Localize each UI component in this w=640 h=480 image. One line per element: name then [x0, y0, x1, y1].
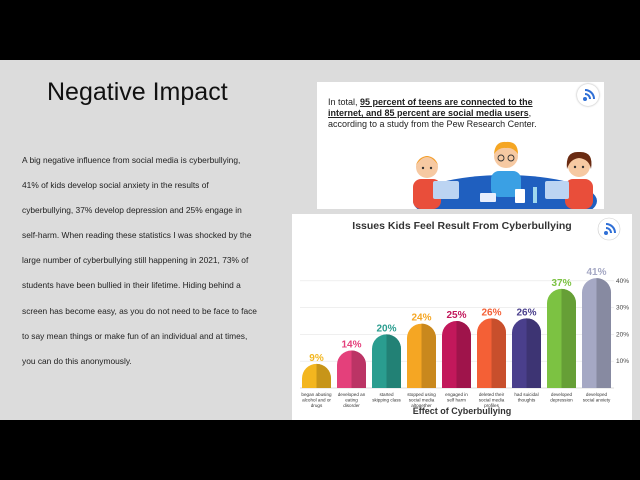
bar	[477, 318, 506, 388]
bar-category-label: stopped using social media altogether	[407, 392, 436, 408]
chart-bars	[302, 278, 611, 388]
x-axis-label: Effect of Cyberbullying	[413, 406, 512, 416]
bar-category-label: deleted their social media profiles	[479, 392, 505, 408]
bar-value-label: 9%	[309, 353, 324, 364]
kids-illustration	[413, 141, 597, 209]
bar-value-label: 37%	[551, 278, 571, 289]
bar-value-label: 14%	[341, 339, 361, 350]
bar-category-label: had suicidal thoughts	[514, 392, 538, 403]
bar-value-label: 26%	[481, 307, 501, 318]
bar	[547, 288, 576, 388]
bar-chart: Issues Kids Feel Result From Cyberbullyi…	[300, 217, 629, 416]
slide-title: Negative Impact	[47, 78, 228, 106]
bar-category-label: developed social anxiety	[583, 392, 611, 403]
bar-category-label: started skipping class	[372, 392, 401, 403]
bar	[407, 323, 436, 388]
slide-body-text: A big negative influence from social med…	[22, 155, 257, 366]
bar-value-label: 24%	[411, 313, 431, 324]
info-text-highlight: 95 percent of teens are connected to the…	[328, 97, 533, 118]
info-text-prefix: In total,	[328, 97, 361, 107]
wifi-icon	[597, 217, 621, 241]
y-tick-label: 10%	[616, 358, 629, 365]
bar	[372, 334, 401, 388]
slide: Negative Impact A big negative influence…	[0, 60, 640, 420]
info-card-text: In total, 95 percent of teens are connec…	[328, 97, 568, 130]
y-tick-label: 30%	[616, 305, 629, 312]
bar-value-label: 20%	[376, 323, 396, 334]
kid-right	[565, 151, 593, 209]
wifi-icon	[577, 84, 599, 106]
chart-category-labels: began abusing alcohol and or drugs develope…	[301, 392, 611, 408]
bar	[302, 363, 331, 388]
bar-category-label: developed an eating disorder	[338, 392, 366, 408]
bar-category-label: began abusing alcohol and or drugs	[301, 392, 332, 408]
kid-middle	[491, 141, 521, 197]
chart-card: Issues Kids Feel Result From Cyberbullyi…	[292, 214, 632, 420]
bar-value-label: 41%	[586, 267, 606, 278]
bar	[442, 321, 471, 388]
bar	[582, 278, 611, 388]
y-tick-label: 40%	[616, 278, 629, 285]
chart-y-ticks: 10% 20% 30% 40%	[616, 278, 629, 365]
bar-value-label: 26%	[516, 307, 536, 318]
bar-category-label: engaged in self harm	[445, 392, 468, 403]
bar	[512, 318, 541, 388]
info-card: In total, 95 percent of teens are connec…	[317, 82, 604, 209]
info-text-suffix: , according to a study from the Pew Rese…	[328, 108, 537, 129]
y-tick-label: 20%	[616, 331, 629, 338]
bar-category-label: developed depression	[550, 392, 573, 403]
chart-title: Issues Kids Feel Result From Cyberbullyi…	[352, 220, 571, 232]
bar	[337, 350, 366, 388]
bar-value-label: 25%	[446, 310, 466, 321]
chart-value-labels: 9% 14% 20% 24% 25% 26% 26% 37% 41%	[309, 267, 606, 364]
